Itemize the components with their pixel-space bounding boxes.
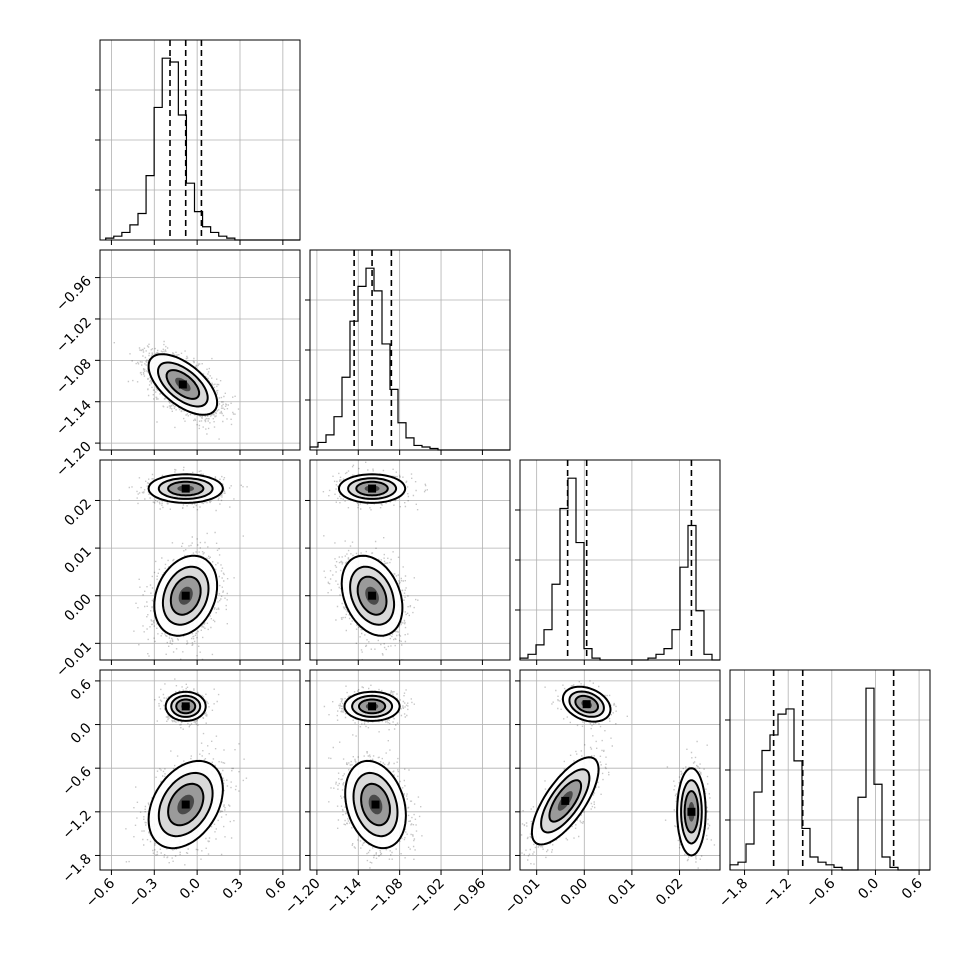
- x-tick-label: −1.14: [323, 875, 365, 917]
- density-peak: [368, 702, 377, 711]
- panel-frame: [309, 669, 511, 871]
- y-tick-label: −1.02: [53, 314, 95, 356]
- x-tick-label: 0.0: [177, 876, 204, 903]
- x-tick-label: −0.6: [83, 875, 118, 910]
- x-tick-label: 0.6: [899, 875, 926, 902]
- panel-frame: [99, 669, 301, 871]
- density-peak: [687, 807, 696, 816]
- x-tick-label: −0.01: [502, 876, 544, 918]
- x-tick-label: −1.08: [365, 876, 407, 918]
- histogram-steps: [105, 57, 300, 241]
- density-peak: [582, 700, 591, 709]
- panel-contents: [310, 460, 510, 660]
- panel-frame: [729, 669, 931, 871]
- y-tick-label: −0.6: [59, 764, 94, 799]
- x-tick-label: 0.01: [605, 876, 638, 909]
- x-tick-label: 0.00: [558, 876, 591, 909]
- histogram-steps: [729, 687, 930, 871]
- x-tick-label: 0.3: [220, 876, 247, 903]
- y-tick-label: −0.96: [53, 273, 95, 315]
- density-panel-3-1: [309, 669, 511, 871]
- histogram-steps: [519, 477, 720, 661]
- density-peak: [181, 800, 190, 809]
- panel-contents: [100, 460, 300, 660]
- y-tick-label: −1.8: [59, 851, 94, 886]
- panel-frame: [519, 669, 721, 871]
- scatter-points: [118, 466, 248, 660]
- panel-contents: [310, 670, 510, 870]
- y-tick-label: 0.6: [68, 676, 95, 703]
- x-tick-label: −0.96: [448, 875, 490, 917]
- panel-frame: [99, 39, 301, 241]
- density-panel-2-1: [309, 459, 511, 661]
- density-panel-3-0: [99, 669, 301, 871]
- histogram-panel-2: [515, 459, 721, 661]
- panel-frame: [519, 459, 721, 661]
- density-panel-3-2: [519, 669, 721, 871]
- x-tick-label: −1.02: [406, 876, 448, 918]
- y-tick-label: 0.02: [61, 496, 94, 529]
- density-peak: [371, 800, 380, 809]
- y-tick-label: −1.14: [53, 397, 95, 439]
- x-tick-label: 0.6: [263, 875, 290, 902]
- x-tick-label: 0.02: [653, 876, 686, 909]
- y-tick-label: 0.0: [68, 720, 95, 747]
- y-tick-label: −1.20: [53, 439, 95, 481]
- y-tick-label: −1.08: [53, 356, 95, 398]
- panel-frame: [99, 249, 301, 451]
- x-tick-label: −0.3: [126, 876, 161, 911]
- panel-frame: [309, 249, 511, 451]
- x-tick-label: −0.6: [803, 875, 838, 910]
- y-tick-label: −1.2: [59, 807, 94, 842]
- panel-contents: [100, 670, 300, 870]
- histogram-panel-3: [725, 669, 931, 871]
- y-tick-label: 0.01: [61, 544, 94, 577]
- x-tick-label: −1.20: [282, 876, 324, 918]
- density-peak: [368, 484, 377, 493]
- y-axis-3: −1.8 −1.2 −0.6 0.0 0.6: [59, 676, 520, 886]
- density-peak: [178, 380, 187, 389]
- density-peak: [181, 484, 190, 493]
- density-peak: [181, 591, 190, 600]
- y-tick-label: −0.01: [53, 639, 95, 681]
- density-peak: [181, 702, 190, 711]
- histogram-steps: [309, 267, 510, 451]
- x-axis-3: −1.8 −1.2 −0.6 0.0 0.6: [716, 870, 926, 911]
- x-tick-label: −1.2: [760, 876, 795, 911]
- panel-contents: [100, 250, 300, 450]
- panel-frame: [99, 459, 301, 661]
- panel-frame: [309, 459, 511, 661]
- histogram-panel-0: [95, 39, 301, 241]
- y-tick-label: 0.00: [61, 591, 94, 624]
- density-peak: [368, 591, 377, 600]
- x-tick-label: 0.0: [855, 876, 882, 903]
- histogram-panel-1: [305, 249, 511, 451]
- density-panel-2-0: [99, 459, 301, 661]
- y-axis-1: −1.20−1.14−1.08−1.02−0.96: [53, 273, 100, 480]
- density-panel-1-0: [99, 249, 301, 451]
- x-tick-label: −1.8: [716, 876, 751, 911]
- panel-contents: [520, 670, 720, 870]
- density-peak: [561, 796, 570, 805]
